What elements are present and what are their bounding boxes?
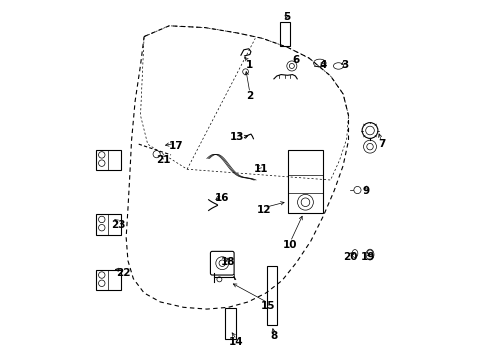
Text: 15: 15: [260, 301, 274, 311]
Bar: [96, 270, 121, 291]
Text: 19: 19: [360, 252, 375, 262]
Bar: [287, 150, 323, 213]
Text: 6: 6: [292, 55, 300, 65]
Text: 7: 7: [377, 139, 385, 149]
Text: 22: 22: [116, 268, 130, 278]
Text: 11: 11: [253, 164, 267, 174]
Text: 8: 8: [270, 331, 277, 341]
Text: 9: 9: [362, 186, 369, 196]
Text: 20: 20: [343, 252, 357, 262]
Text: 17: 17: [169, 141, 183, 151]
Text: 4: 4: [319, 60, 326, 70]
Text: 21: 21: [156, 155, 171, 165]
Bar: [266, 266, 277, 325]
Text: 13: 13: [229, 132, 244, 142]
Text: 16: 16: [215, 193, 229, 203]
Text: 5: 5: [283, 12, 290, 22]
Text: 1: 1: [246, 60, 253, 70]
Text: 14: 14: [229, 337, 244, 347]
Text: 23: 23: [111, 220, 125, 230]
Bar: [96, 214, 121, 235]
Text: 3: 3: [341, 60, 348, 70]
Bar: [96, 149, 121, 170]
Bar: [279, 22, 290, 45]
Text: 18: 18: [221, 257, 235, 267]
Bar: [224, 308, 235, 338]
Text: 10: 10: [283, 239, 297, 249]
Text: 2: 2: [246, 91, 253, 101]
Text: 12: 12: [257, 206, 271, 216]
